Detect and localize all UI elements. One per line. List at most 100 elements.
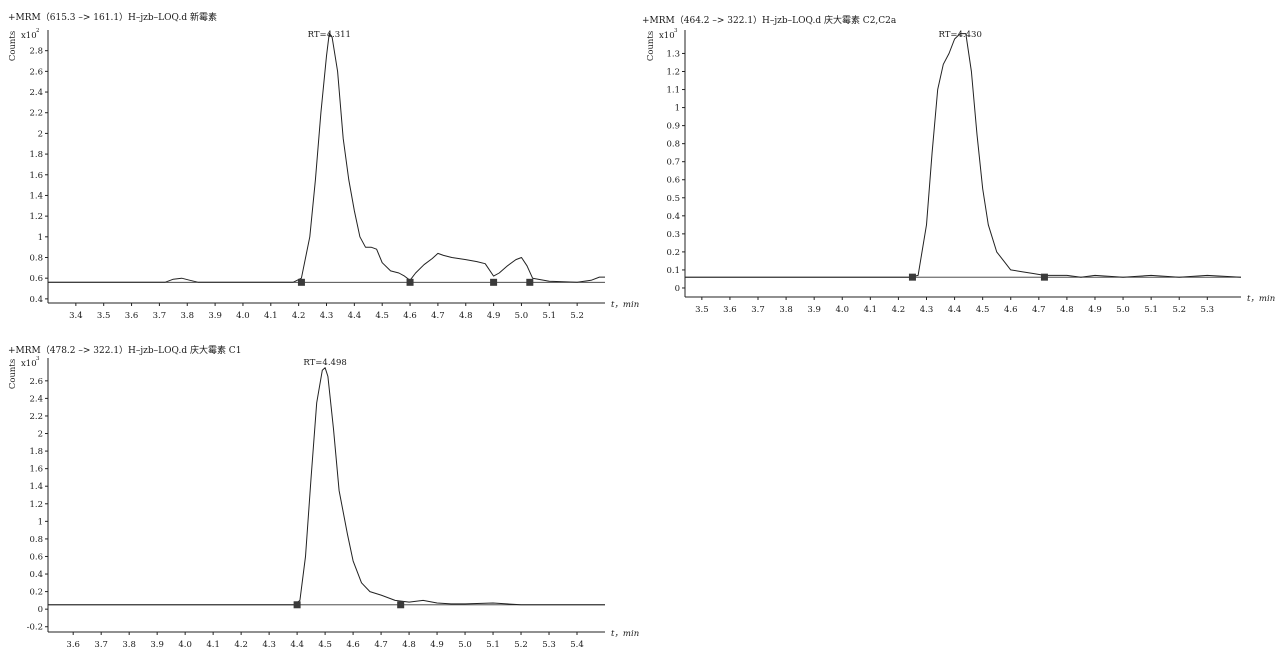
chart-title: +MRM（478.2 –> 322.1）H–jzb–LOQ.d 庆大霉素 C1	[8, 346, 242, 356]
peak-rt-label: RT=4.430	[938, 30, 981, 40]
x-tick-label: 4.3	[262, 640, 276, 650]
y-tick-label: 2.4	[29, 88, 43, 98]
x-tick-label: 4.9	[430, 640, 444, 650]
y-tick-label: 0.4	[29, 570, 43, 580]
y-tick-label: 0	[38, 605, 43, 615]
y-tick-label: 0.9	[666, 122, 680, 132]
x-tick-label: 4.1	[264, 311, 278, 321]
x-tick-label: 4.3	[320, 311, 334, 321]
x-tick-label: 5.3	[542, 640, 556, 650]
y-tick-label: 1.6	[29, 171, 43, 181]
x-tick-label: 3.8	[180, 311, 194, 321]
x-tick-label: 5.0	[1116, 305, 1130, 315]
y-tick-label: 0.7	[666, 158, 680, 168]
y-tick-label: 0.6	[29, 552, 43, 562]
y-tick-label: 1	[675, 104, 680, 114]
x-tick-label: 4.6	[403, 311, 417, 321]
x-tick-label: 4.5	[375, 311, 389, 321]
chromatogram-trace	[48, 32, 605, 283]
x-tick-label: 4.2	[892, 305, 906, 315]
y-tick-label: 2.2	[29, 109, 43, 119]
y-tick-label: 1.2	[29, 500, 43, 510]
x-tick-label: 4.0	[236, 311, 250, 321]
y-tick-label: 0.2	[29, 588, 43, 598]
chromatogram-trace	[685, 33, 1242, 278]
y-tick-label: 0	[675, 284, 680, 294]
x-tick-label: 5.0	[458, 640, 472, 650]
x-tick-label: 3.9	[208, 311, 222, 321]
x-tick-label: 5.1	[1144, 305, 1158, 315]
y-axis-multiplier-power: 3	[36, 356, 40, 362]
y-tick-label: 2.2	[29, 412, 43, 422]
chromatogram-panel-gentamicin-c1: +MRM（478.2 –> 322.1）H–jzb–LOQ.d 庆大霉素 C1 …	[0, 330, 639, 655]
y-axis-multiplier: x10	[21, 359, 37, 369]
y-tick-label: 1.4	[29, 482, 43, 492]
chromatogram-trace	[48, 367, 605, 606]
x-tick-label: 5.1	[486, 640, 500, 650]
x-tick-label: 3.8	[122, 640, 136, 650]
y-tick-label: 1.2	[29, 212, 43, 222]
y-axis-label: Counts	[8, 31, 18, 61]
y-tick-label: 1.1	[666, 86, 680, 96]
x-tick-label: 3.9	[807, 305, 821, 315]
y-tick-label: 2.6	[29, 67, 43, 77]
x-tick-label: 4.3	[920, 305, 934, 315]
x-tick-label: 4.8	[402, 640, 416, 650]
x-tick-label: 5.0	[515, 311, 529, 321]
y-tick-label: 1	[38, 517, 43, 527]
x-tick-label: 5.4	[570, 640, 584, 650]
chromatogram-chart: 0 0.1 0.2 0.3 0.4 0.5 0.6 0.7 0.8 0.9 1 1.1 1.2 1.3 3.…	[646, 28, 1275, 315]
x-tick-label: 5.3	[1201, 305, 1215, 315]
integration-marker	[908, 273, 916, 281]
y-axis-multiplier-power: 3	[674, 28, 678, 34]
y-axis-multiplier-power: 2	[36, 28, 40, 34]
integration-marker	[1040, 273, 1048, 281]
x-tick-label: 4.2	[292, 311, 306, 321]
y-tick-label: 0.8	[29, 254, 43, 264]
x-tick-label: 4.7	[431, 311, 445, 321]
integration-marker	[526, 278, 534, 286]
x-tick-label: 4.5	[318, 640, 332, 650]
y-tick-label: 1.3	[666, 49, 680, 59]
y-tick-label: 0.8	[666, 140, 680, 150]
x-tick-label: 4.8	[1060, 305, 1074, 315]
y-axis-label: Counts	[8, 359, 18, 389]
x-tick-label: 3.6	[66, 640, 80, 650]
x-axis-label: t，min	[1247, 294, 1275, 304]
y-tick-label: 1	[38, 233, 43, 243]
y-tick-label: 1.4	[29, 191, 43, 201]
y-tick-label: 1.6	[29, 465, 43, 475]
y-tick-label: 1.8	[29, 150, 43, 160]
x-tick-label: 3.7	[153, 311, 167, 321]
chart-title: +MRM（615.3 –> 161.1）H–jzb–LOQ.d 新霉素	[8, 13, 217, 23]
x-tick-label: 4.1	[864, 305, 878, 315]
x-tick-label: 5.2	[570, 311, 584, 321]
x-tick-label: 4.4	[948, 305, 962, 315]
y-axis-multiplier: x10	[659, 31, 675, 41]
y-tick-label: 0.8	[29, 535, 43, 545]
chromatogram-chart: -0.2 0 0.2 0.4 0.6 0.8 1 1.2 1.4 1.6 1.8 2 2.2 2.4 2.6…	[8, 356, 639, 650]
x-tick-label: 3.5	[695, 305, 709, 315]
x-tick-label: 4.4	[348, 311, 362, 321]
x-tick-label: 4.4	[290, 640, 304, 650]
y-tick-label: 0.6	[29, 274, 43, 284]
x-axis-label: t，min	[611, 629, 639, 639]
y-tick-label: 2.8	[29, 47, 43, 57]
chromatogram-panel-neomycin: +MRM（615.3 –> 161.1）H–jzb–LOQ.d 新霉素 0.4 0…	[0, 0, 639, 325]
x-tick-label: 4.8	[459, 311, 473, 321]
peak-rt-label: RT=4.498	[303, 358, 346, 368]
y-tick-label: 0.2	[666, 248, 680, 258]
y-axis-label: Counts	[646, 31, 656, 61]
y-tick-label: 1.8	[29, 447, 43, 457]
integration-marker	[397, 601, 405, 609]
integration-marker	[293, 601, 301, 609]
x-tick-label: 3.5	[97, 311, 111, 321]
y-axis-multiplier: x10	[21, 31, 37, 41]
y-tick-label: 2.4	[29, 394, 43, 404]
x-tick-label: 3.7	[94, 640, 108, 650]
x-tick-label: 4.6	[1004, 305, 1018, 315]
y-tick-label: 0.4	[29, 295, 43, 305]
x-tick-label: 3.7	[751, 305, 765, 315]
y-tick-label: 0.1	[666, 266, 680, 276]
x-tick-label: 3.6	[125, 311, 139, 321]
